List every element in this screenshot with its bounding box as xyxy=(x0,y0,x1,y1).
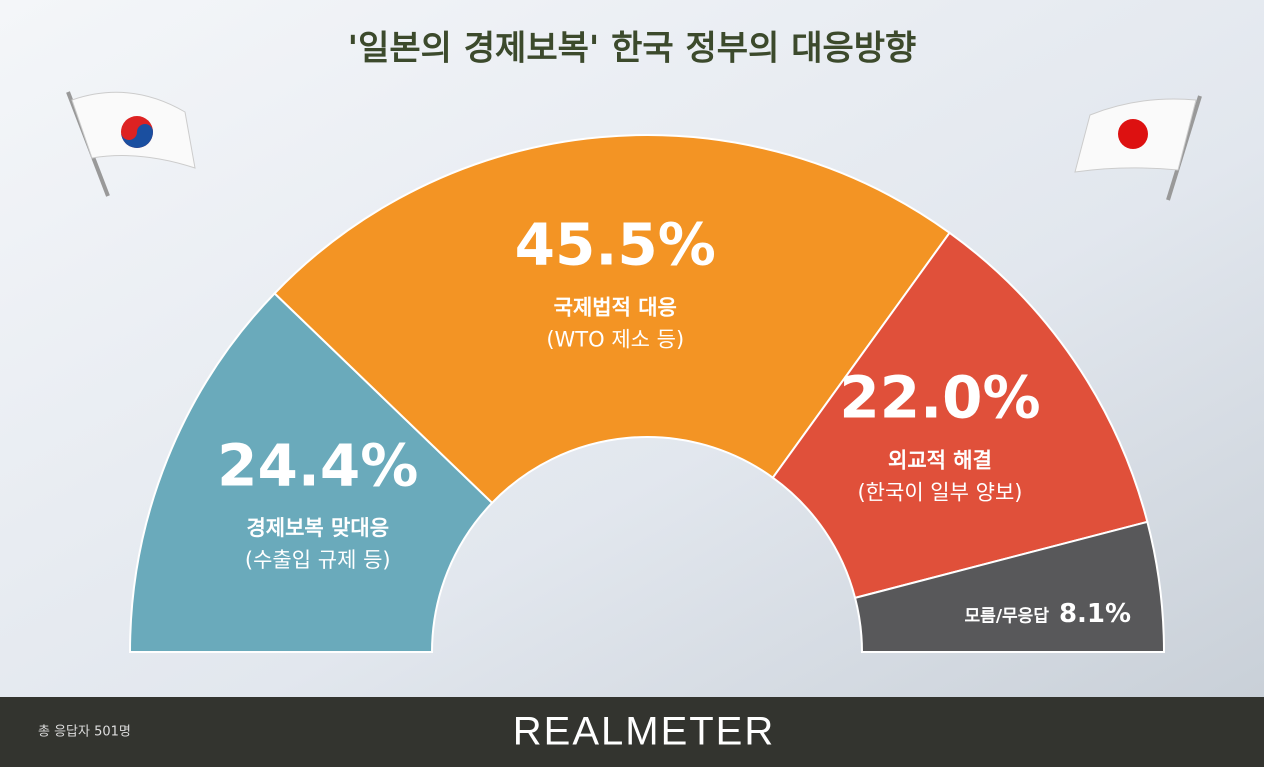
category-label: 모름/무응답 xyxy=(965,606,1050,626)
value-label: 22.0% xyxy=(839,364,1040,432)
segment xyxy=(853,520,1166,653)
value-label: 8.1% xyxy=(1059,599,1131,629)
category-label: 경제보복 맞대응 xyxy=(246,516,389,540)
category-sublabel: (수출입 규제 등) xyxy=(245,548,391,572)
category-sublabel: (WTO 제소 등) xyxy=(546,327,684,351)
japan-flag xyxy=(1074,95,1202,201)
category-label: 외교적 해결 xyxy=(888,449,992,473)
category-sublabel: (한국이 일부 양보) xyxy=(857,481,1022,505)
segment xyxy=(128,291,494,653)
segment xyxy=(273,134,951,505)
footnote: 총 응답자 501명 xyxy=(38,725,131,740)
korea-flag xyxy=(66,91,196,197)
value-label: 24.4% xyxy=(217,431,418,499)
chart-title: '일본의 경제보복' 한국 정부의 대응방향 xyxy=(348,29,917,69)
category-label: 국제법적 대응 xyxy=(554,295,677,319)
segment xyxy=(771,231,1149,600)
value-label: 45.5% xyxy=(515,211,716,279)
brand: REALMETER xyxy=(513,710,776,754)
footer-bar xyxy=(0,697,1264,767)
